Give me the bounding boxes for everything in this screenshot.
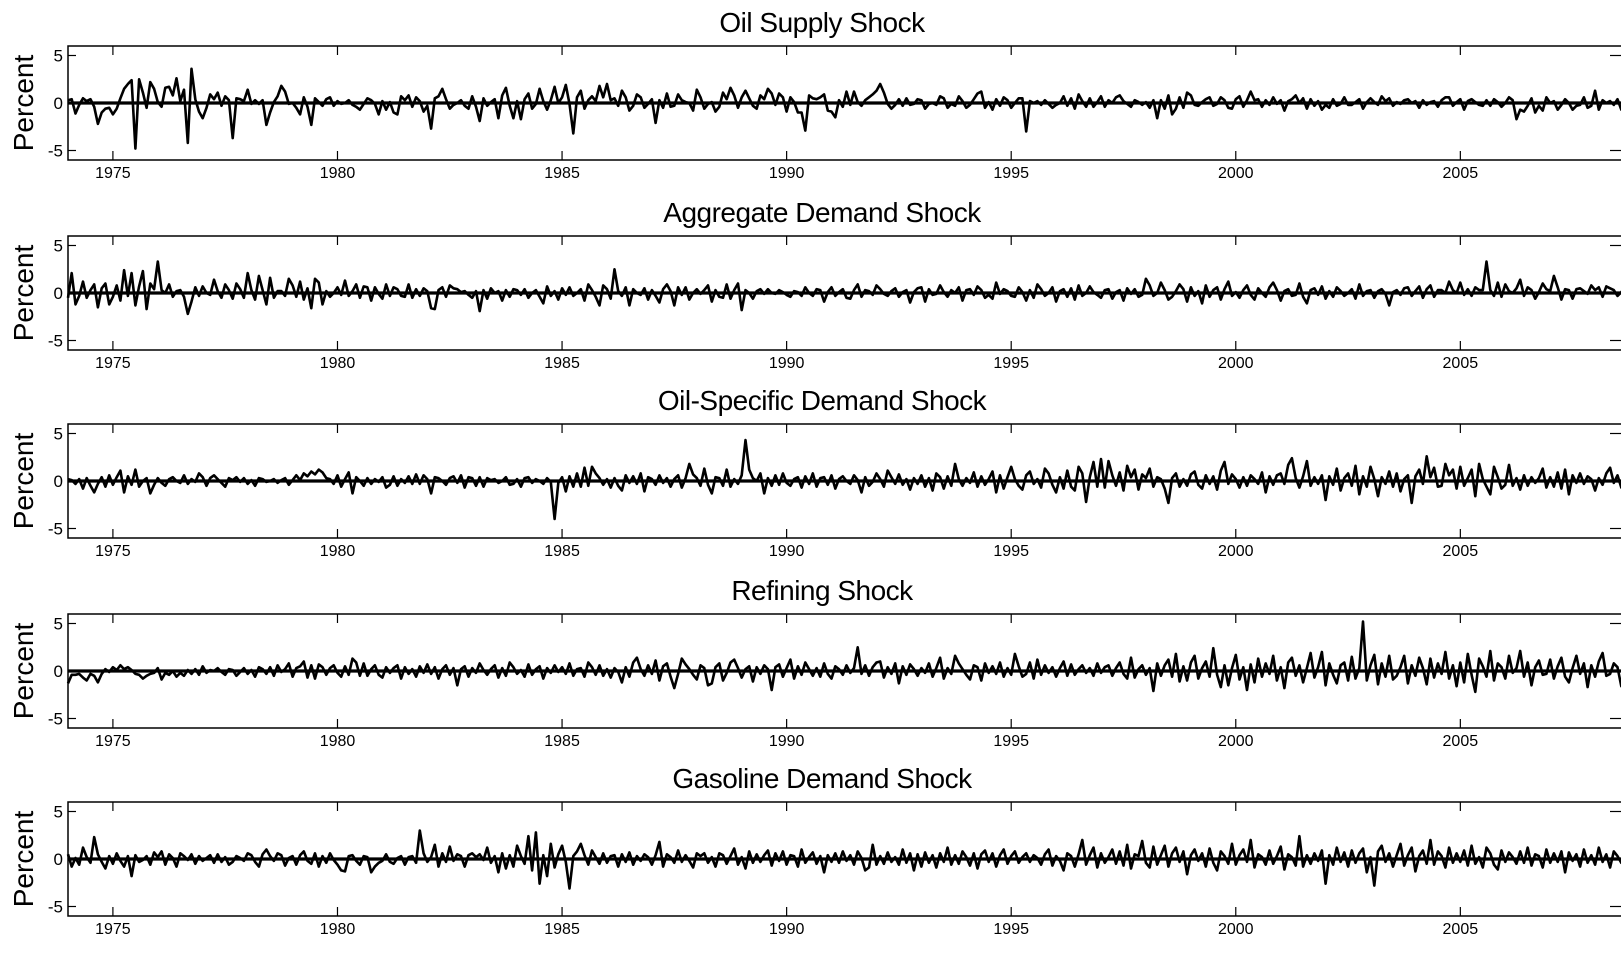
y-tick-label: 5	[54, 803, 63, 822]
panel-title: Oil Supply Shock	[719, 7, 926, 38]
x-tick-label: 1975	[95, 165, 131, 182]
series-line	[66, 260, 1621, 316]
x-tick-label: 1980	[320, 543, 356, 560]
y-tick-label: 0	[54, 472, 63, 491]
x-tick-label: 1975	[95, 733, 131, 750]
y-axis-label: Percent	[8, 811, 39, 908]
chart-panel: Gasoline Demand Shock Percent -5 0 5 1975 1980…	[8, 763, 1621, 938]
x-tick-label: 1995	[993, 921, 1029, 938]
y-axis-label: Percent	[8, 623, 39, 720]
x-tick-label: 1985	[544, 543, 580, 560]
x-tick-label: 1990	[769, 733, 805, 750]
y-tick-label: 0	[54, 662, 63, 681]
series-line	[67, 438, 1621, 521]
x-tick-label: 2005	[1443, 733, 1479, 750]
chart-panel: Aggregate Demand Shock Percent -5 0 5 1975 198…	[8, 197, 1621, 372]
x-tick-label: 1985	[544, 355, 580, 372]
x-tick-label: 1990	[769, 543, 805, 560]
y-tick-label: 0	[54, 284, 63, 303]
y-tick-label: 5	[54, 425, 63, 444]
x-tick-label: 1980	[320, 355, 356, 372]
x-tick-label: 1975	[95, 921, 131, 938]
x-tick-label: 1980	[320, 165, 356, 182]
x-tick-label: 1990	[769, 165, 805, 182]
x-tick-label: 2005	[1443, 543, 1479, 560]
x-tick-label: 2005	[1443, 921, 1479, 938]
x-tick-label: 2000	[1218, 733, 1254, 750]
y-tick-label: 0	[54, 94, 63, 113]
x-tick-label: 1995	[993, 165, 1029, 182]
y-tick-label: 0	[54, 850, 63, 869]
y-axis-label: Percent	[8, 433, 39, 530]
x-tick-label: 1975	[95, 355, 131, 372]
x-tick-label: 1980	[320, 733, 356, 750]
series-line	[66, 829, 1621, 890]
x-tick-label: 2000	[1218, 165, 1254, 182]
y-tick-label: -5	[48, 332, 63, 351]
y-axis-label: Percent	[8, 55, 39, 152]
chart-panel: Refining Shock Percent -5 0 5 1975 1980 1985 199…	[8, 575, 1621, 750]
x-tick-label: 2005	[1443, 165, 1479, 182]
y-tick-label: -5	[48, 142, 63, 161]
y-tick-label: -5	[48, 520, 63, 539]
x-tick-label: 1980	[320, 921, 356, 938]
panel-title: Oil-Specific Demand Shock	[658, 385, 988, 416]
x-tick-label: 1995	[993, 733, 1029, 750]
y-tick-label: 5	[54, 615, 63, 634]
y-tick-label: -5	[48, 710, 63, 729]
y-tick-label: -5	[48, 898, 63, 917]
chart-panel: Oil Supply Shock Percent -5 0 5 1975 1980 1985 1…	[8, 7, 1621, 182]
panel-title: Refining Shock	[731, 575, 914, 606]
x-tick-label: 2000	[1218, 921, 1254, 938]
x-tick-label: 1995	[993, 355, 1029, 372]
series-line	[66, 620, 1621, 694]
x-tick-label: 1985	[544, 733, 580, 750]
x-tick-label: 1985	[544, 921, 580, 938]
chart-panel: Oil-Specific Demand Shock Percent -5 0 5 1975…	[8, 385, 1621, 560]
panel-title: Aggregate Demand Shock	[663, 197, 982, 228]
y-tick-label: 5	[54, 47, 63, 66]
x-tick-label: 1990	[769, 921, 805, 938]
x-tick-label: 2005	[1443, 355, 1479, 372]
x-tick-label: 1995	[993, 543, 1029, 560]
y-tick-label: 5	[54, 237, 63, 256]
x-tick-label: 1985	[544, 165, 580, 182]
x-tick-label: 2000	[1218, 543, 1254, 560]
y-axis-label: Percent	[8, 245, 39, 342]
x-tick-label: 1975	[95, 543, 131, 560]
series-line	[67, 67, 1621, 150]
panel-title: Gasoline Demand Shock	[672, 763, 973, 794]
x-tick-label: 2000	[1218, 355, 1254, 372]
x-tick-label: 1990	[769, 355, 805, 372]
